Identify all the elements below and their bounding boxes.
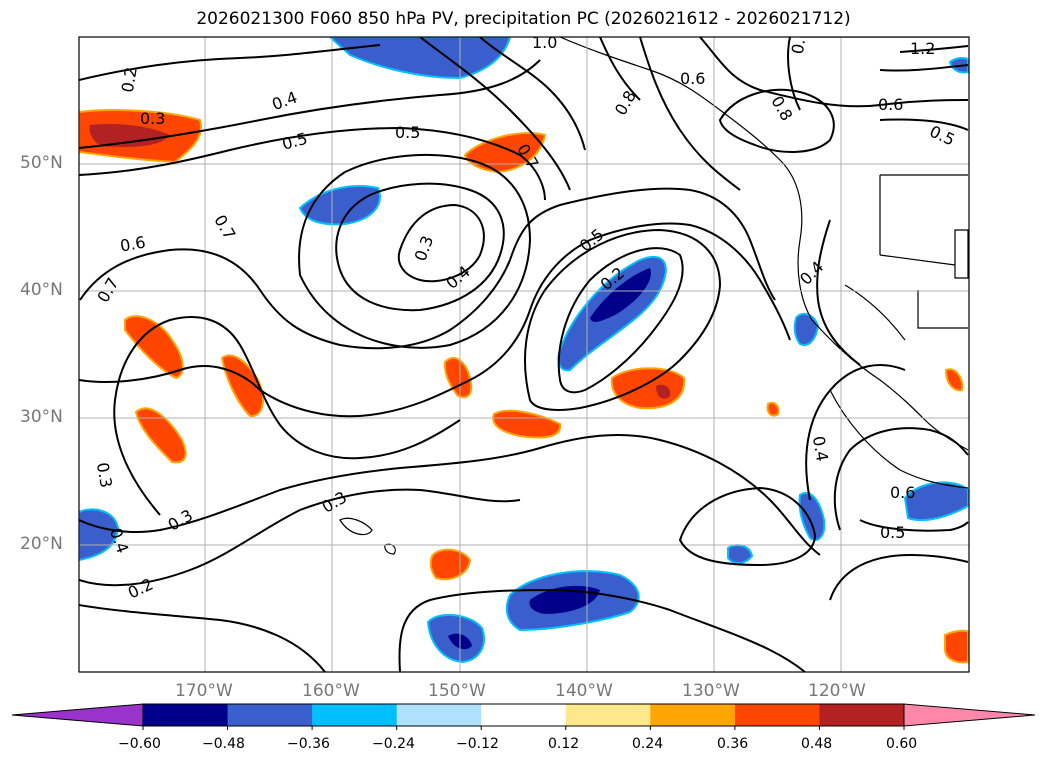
precip-negative-area <box>328 37 512 80</box>
map-title: 2026021300 F060 850 hPa PV, precipitatio… <box>196 9 851 29</box>
contour-label: 0.7 <box>210 211 239 243</box>
lat-label-50n: 50°N <box>20 153 63 173</box>
contour-label: 0.5 <box>880 523 905 542</box>
lon-label-130w: 130°W <box>682 681 740 701</box>
contour-label: 0.6 <box>119 232 147 255</box>
precip-strong-negative-area <box>590 268 651 322</box>
colorbar-tick: 0.36 <box>717 736 749 752</box>
colorbar-tick: 0.48 <box>801 736 833 752</box>
contour-label: 0.4 <box>269 88 299 115</box>
contour-label: 0.7 <box>788 27 811 55</box>
precip-negative-area <box>798 492 826 541</box>
precip-positive-area <box>124 315 184 380</box>
colorbar-tick: −0.24 <box>372 736 415 752</box>
contour-label: 0.6 <box>890 483 915 502</box>
contour-label: 0.6 <box>680 69 705 88</box>
contour-label: 0.4 <box>106 525 133 555</box>
precip-positive-area <box>766 401 780 417</box>
lat-label-30n: 30°N <box>20 407 63 427</box>
precip-negative-area <box>79 508 120 562</box>
lon-label-120w: 120°W <box>808 681 866 701</box>
contour-label: 1.0 <box>532 33 557 52</box>
precip-positive-area <box>429 548 472 581</box>
colorbar-extend-low <box>11 703 144 727</box>
colorbar-tick: 0.12 <box>548 736 580 752</box>
colorbar-tick: −0.12 <box>456 736 499 752</box>
lon-label-150w: 150°W <box>428 681 486 701</box>
contour-label: 0.5 <box>576 225 608 256</box>
colorbar-tick: 0.24 <box>632 736 664 752</box>
contour-label: 0.3 <box>411 233 438 263</box>
contour-label: 0.3 <box>93 461 116 489</box>
colorbar-segment <box>650 704 736 726</box>
precip-anomaly-fills <box>79 37 969 664</box>
contour-label: 0.4 <box>809 435 832 463</box>
colorbar-tick: 0.60 <box>886 736 918 752</box>
contour-label: 0.3 <box>319 487 351 516</box>
precip-positive-area <box>492 409 562 439</box>
precip-positive-area <box>463 131 547 174</box>
contour-label: 0.4 <box>442 262 474 293</box>
precip-strong-negative-area <box>529 585 600 614</box>
contour-label: 0.5 <box>280 129 310 154</box>
colorbar-frame <box>142 703 905 727</box>
precip-strong-positive-area <box>656 384 671 399</box>
colorbar-segment <box>396 704 482 726</box>
colorbar-segment <box>312 704 398 726</box>
colorbar-tick: −0.48 <box>202 736 245 752</box>
contour-label: 0.3 <box>165 505 197 534</box>
precip-positive-area <box>944 629 969 664</box>
contour-label: 0.2 <box>118 66 141 94</box>
colorbar-segment <box>227 704 313 726</box>
lon-label-140w: 140°W <box>555 681 613 701</box>
pv-contours <box>79 37 969 672</box>
colorbar-tick: −0.60 <box>118 736 161 752</box>
colorbar-segment <box>734 704 820 726</box>
map-frame <box>78 36 970 673</box>
contour-label: 0.6 <box>878 95 903 114</box>
precip-negative-area <box>903 481 969 522</box>
pv-contour-labels: 0.2 0.3 0.4 0.5 0.6 0.7 0.8 1.0 1.2 0.3 … <box>93 27 958 602</box>
colorbar-extend-high <box>903 703 1036 727</box>
contour-label: 0.8 <box>611 87 640 119</box>
precip-positive-area <box>944 368 964 392</box>
lat-label-40n: 40°N <box>20 280 63 300</box>
contour-label: 0.2 <box>125 574 156 602</box>
contour-label: 0.3 <box>140 109 165 128</box>
colorbar-tick: −0.36 <box>287 736 330 752</box>
precip-negative-area <box>793 312 820 346</box>
lat-label-20n: 20°N <box>20 534 63 554</box>
colorbar-segment <box>565 704 651 726</box>
contour-label: 1.2 <box>910 39 935 58</box>
colorbar <box>11 703 1036 730</box>
contour-label: 0.4 <box>796 257 827 288</box>
precip-negative-area <box>727 544 754 564</box>
precip-positive-area <box>610 367 686 410</box>
coastlines <box>339 37 969 555</box>
colorbar-segment <box>819 704 905 726</box>
precip-positive-area <box>134 407 187 464</box>
graticule <box>79 37 969 672</box>
contour-label: 0.5 <box>395 123 420 142</box>
precip-strong-positive-area <box>89 124 170 147</box>
colorbar-segment <box>481 704 567 726</box>
colorbar-segment <box>143 704 229 726</box>
lon-label-170w: 170°W <box>175 681 233 701</box>
lon-label-160w: 160°W <box>302 681 360 701</box>
